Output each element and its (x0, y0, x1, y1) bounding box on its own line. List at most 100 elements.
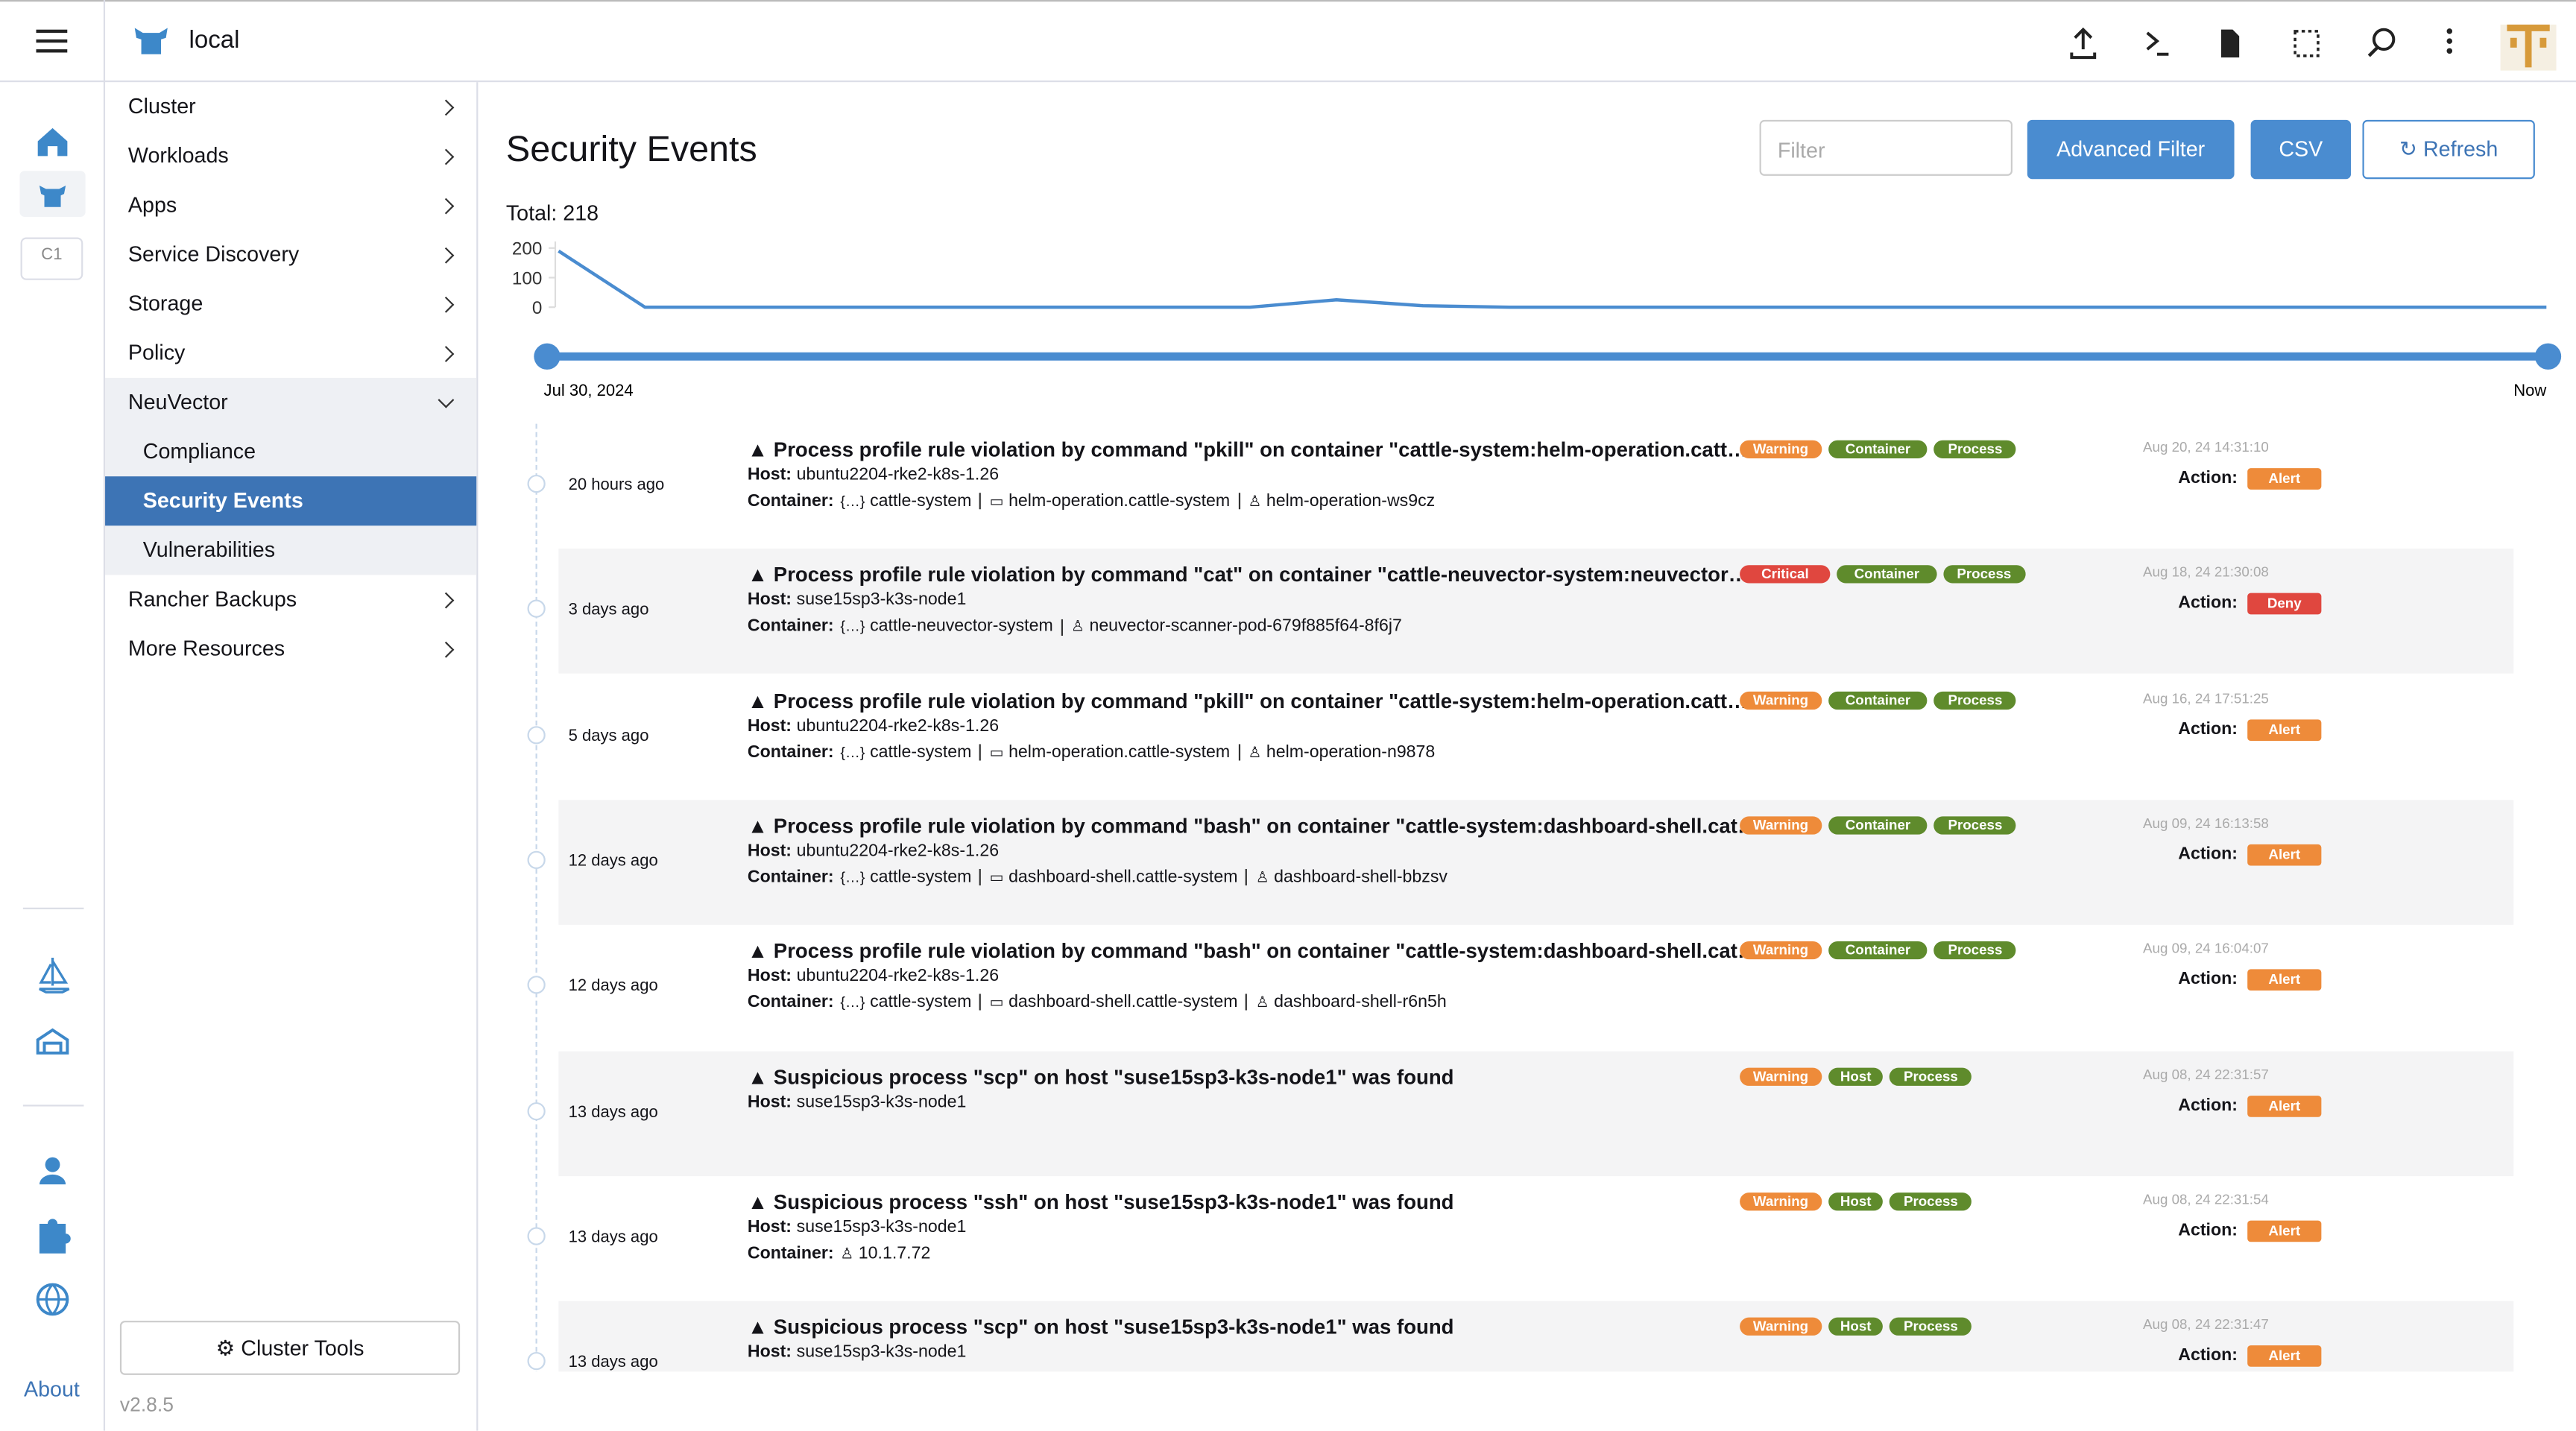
event-time: 13 days ago (568, 1228, 658, 1247)
nav-item[interactable]: Service Discovery (127, 241, 300, 267)
cluster-tools-button[interactable]: ⚙ Cluster Tools (119, 1321, 461, 1375)
header-icons[interactable] (2067, 25, 2560, 71)
container-pod[interactable]: helm-operation-n9878 (1266, 742, 1436, 762)
tag: Host (1828, 1317, 1884, 1336)
container-icon: {…} (840, 493, 865, 510)
refresh-button[interactable]: ↻ Refresh (2362, 119, 2535, 180)
container-row: Container: {…} cattle-system ▭ dashboard-she… (748, 868, 1448, 887)
container-namespace[interactable]: cattle-neuvector-system (870, 616, 1053, 636)
warning-icon: ▲ (747, 563, 774, 587)
host-value: ubuntu2204-rke2-k8s-1.26 (796, 716, 1000, 736)
warning-icon: ▲ (747, 438, 774, 462)
timeline-dot (527, 600, 546, 619)
event-time: 20 hours ago (568, 476, 665, 495)
menu-button[interactable] (36, 29, 68, 53)
cluster-name[interactable]: local (189, 26, 240, 54)
timeline-line (535, 423, 537, 1372)
tag: Warning (1740, 1317, 1822, 1336)
separator (979, 744, 982, 761)
warning-icon: ▲ (747, 689, 774, 713)
host-value: ubuntu2204-rke2-k8s-1.26 (796, 966, 1000, 986)
action-label: Action: (2178, 468, 2238, 488)
container-namespace[interactable]: cattle-system (870, 742, 972, 762)
container-pod[interactable]: dashboard-shell-bbzsv (1274, 867, 1448, 887)
host-row: Host: ubuntu2204-rke2-k8s-1.26 (748, 465, 999, 484)
range-end: Now (2513, 381, 2546, 399)
container-service[interactable]: dashboard-shell.cattle-system (1008, 992, 1238, 1013)
container-icon: {…} (840, 743, 865, 760)
nav-item[interactable]: Cluster (127, 93, 196, 119)
action-badge: Alert (2247, 468, 2322, 490)
action-label: Action: (2178, 1220, 2238, 1240)
container-icon: ▭ (989, 743, 1004, 760)
host-label: Host: (747, 590, 792, 610)
filter-input[interactable]: Filter (1759, 119, 2012, 176)
nav-item[interactable]: Policy (127, 340, 186, 365)
container-namespace[interactable]: cattle-system (870, 491, 972, 511)
y-tick-label: 0 (532, 298, 542, 318)
host-label: Host: (747, 464, 792, 485)
host-row: Host: ubuntu2204-rke2-k8s-1.26 (748, 966, 999, 985)
container-namespace[interactable]: cattle-system (870, 992, 972, 1013)
host-label: Host: (747, 966, 792, 986)
nav-item[interactable]: More Resources (127, 635, 285, 661)
event-row (558, 549, 2514, 675)
event-title[interactable]: Process profile rule violation by comman… (773, 563, 1749, 587)
cluster-badge[interactable]: C1 (41, 246, 63, 265)
nav-item[interactable]: Apps (127, 192, 177, 217)
tag: Warning (1740, 941, 1822, 960)
container-pod[interactable]: dashboard-shell-r6n5h (1274, 992, 1447, 1013)
host-value: suse15sp3-k3s-node1 (796, 1216, 967, 1237)
event-title[interactable]: Process profile rule violation by comman… (773, 438, 1748, 462)
container-icon: {…} (840, 994, 865, 1011)
advanced-filter-button[interactable]: Advanced Filter (2027, 119, 2235, 180)
container-icon: {…} (840, 868, 865, 885)
container-namespace[interactable]: cattle-system (870, 867, 972, 887)
event-title[interactable]: Suspicious process "scp" on host "suse15… (773, 1315, 1454, 1339)
container-service[interactable]: helm-operation.cattle-system (1008, 491, 1231, 511)
action-badge: Alert (2247, 844, 2322, 866)
nav-subitem[interactable]: Vulnerabilities (142, 537, 276, 562)
event-title[interactable]: Process profile rule violation by comman… (773, 814, 1758, 838)
nav-subitem[interactable]: Security Events (142, 487, 303, 513)
separator (1246, 994, 1248, 1011)
range-start: Jul 30, 2024 (544, 381, 634, 399)
container-service[interactable]: helm-operation.cattle-system (1008, 742, 1231, 762)
timeline-dot (527, 850, 546, 869)
event-time: 12 days ago (568, 852, 658, 871)
event-title[interactable]: Process profile rule violation by comman… (773, 940, 1758, 964)
container-pod[interactable]: helm-operation-ws9cz (1266, 491, 1436, 511)
host-label: Host: (747, 841, 792, 861)
nav-item[interactable]: Workloads (127, 142, 229, 168)
container-pod[interactable]: neuvector-scanner-pod-679f885f64-8f6j7 (1089, 616, 1402, 636)
nav-item[interactable]: Rancher Backups (127, 586, 297, 611)
tag: Process (1934, 941, 2016, 960)
chevron (438, 592, 455, 609)
header (0, 0, 2576, 83)
about-link[interactable]: About (23, 1377, 80, 1402)
nav-item[interactable]: Storage (127, 291, 203, 316)
icon-rail (19, 127, 86, 1316)
event-title[interactable]: Suspicious process "ssh" on host "suse15… (773, 1190, 1454, 1214)
host-row: Host: ubuntu2204-rke2-k8s-1.26 (748, 841, 999, 860)
host-label: Host: (747, 716, 792, 736)
nav-subitem[interactable]: Compliance (142, 438, 256, 464)
host-row: Host: ubuntu2204-rke2-k8s-1.26 (748, 716, 999, 735)
tag: Warning (1740, 1067, 1822, 1085)
separator (1238, 744, 1240, 761)
event-title-row: ▲ Process profile rule violation by comm… (748, 940, 1758, 963)
tag: Process (1890, 1192, 1972, 1210)
y-tick-label: 200 (512, 239, 542, 259)
tag: Warning (1740, 1192, 1822, 1210)
slider-handle (2534, 343, 2562, 370)
event-title[interactable]: Suspicious process "scp" on host "suse15… (773, 1065, 1454, 1089)
container-service[interactable]: dashboard-shell.cattle-system (1008, 867, 1238, 887)
event-time: 3 days ago (568, 601, 649, 620)
timeline-dot (527, 1227, 546, 1245)
action-badge: Alert (2247, 718, 2322, 741)
event-title[interactable]: Process profile rule violation by comman… (773, 689, 1748, 713)
nav-item[interactable]: NeuVector (127, 389, 228, 414)
container-pod[interactable]: 10.1.7.72 (858, 1243, 931, 1263)
csv-button[interactable]: CSV (2250, 119, 2352, 180)
